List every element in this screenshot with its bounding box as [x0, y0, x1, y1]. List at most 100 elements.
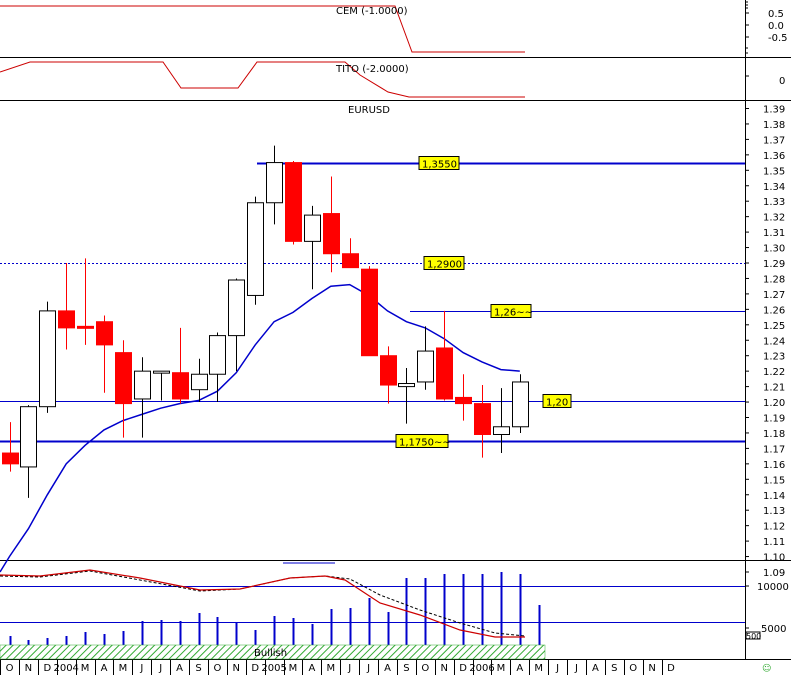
x-tick-label: M — [81, 663, 90, 674]
price-tick-label: 1.11 — [763, 537, 785, 548]
x-tick-label: D — [43, 663, 51, 674]
x-tick-label: A — [308, 663, 315, 674]
price-tick-label: 1.19 — [763, 414, 785, 425]
x-tick-label: A — [176, 663, 183, 674]
x-tick-label: M — [497, 663, 506, 674]
price-tick-label: 1.31 — [763, 228, 785, 239]
level-label: 1,20 — [546, 398, 568, 409]
price-tick-label: 1.32 — [763, 213, 785, 224]
candle-body — [153, 370, 170, 374]
x-tick-label: O — [421, 663, 429, 674]
x-tick-label: D — [667, 663, 675, 674]
volume-tick-label: 10000 — [757, 582, 789, 593]
price-tick-label: 1.33 — [763, 197, 785, 208]
price-tick-label: 1.24 — [763, 336, 785, 347]
candle-body — [304, 214, 321, 242]
oscillator-line — [0, 569, 525, 638]
x-tick-label: A — [384, 663, 391, 674]
x-tick-label: O — [629, 663, 637, 674]
x-tick-label: O — [6, 663, 14, 674]
x-tick-label: A — [592, 663, 599, 674]
price-tick-label: 1.36 — [763, 151, 785, 162]
price-tick-label: 1.34 — [763, 182, 785, 193]
volume-bars — [9, 572, 541, 645]
price-tick-label: 1.09 — [763, 568, 785, 579]
price-tick-label: 1.37 — [763, 135, 785, 146]
level-label-box — [490, 304, 532, 318]
level-label: 1,26~~ — [494, 308, 533, 319]
volume-sub-label: 500 — [746, 632, 761, 641]
price-tick-label: 1.26 — [763, 305, 785, 316]
price-tick-label: 1.28 — [763, 274, 785, 285]
price-tick-label: 1.27 — [763, 290, 785, 301]
price-tick-label: 1.30 — [763, 244, 785, 255]
price-tick-label: 1.10 — [763, 553, 785, 564]
cem-indicator-panel: CEM (-1.0000) 0.50.0-0.5 — [0, 1, 788, 54]
x-tick-label: N — [440, 663, 447, 674]
moving-average-line — [0, 283, 520, 573]
panel-frames — [0, 0, 791, 660]
price-tick-label: 1.25 — [763, 321, 785, 332]
level-label: 1,1750~~ — [399, 438, 451, 449]
price-tick-label: 1.35 — [763, 166, 785, 177]
price-tick-label: 1.18 — [763, 429, 785, 440]
tito-indicator-panel: TITO (-2.0000) 0 — [0, 61, 785, 98]
bullish-bar-fill — [0, 644, 546, 660]
candle-body — [2, 452, 19, 465]
x-tick-label: D — [459, 663, 467, 674]
price-tick-label: 1.12 — [763, 522, 785, 533]
x-tick-label: J — [366, 663, 370, 674]
price-panel: EURUSD 1,3550 1,2900 1,26~~ 1,20 1,1750~~ 1.… — [0, 105, 785, 579]
candle-body — [77, 325, 94, 329]
candle-body — [474, 403, 491, 435]
x-tick-label: M — [289, 663, 298, 674]
candle-body — [39, 310, 56, 408]
price-tick-label: 1.16 — [763, 460, 785, 471]
candles — [2, 145, 529, 498]
candle-body — [342, 253, 359, 269]
cem-tick-labels: 0.50.0-0.5 — [745, 1, 788, 54]
candle-body — [398, 383, 415, 388]
price-tick-label: 1.17 — [763, 444, 785, 455]
candle-body — [512, 381, 529, 428]
x-tick-label: 2004 — [53, 663, 78, 674]
volume-tick-labels: 10000 5000 — [745, 582, 789, 635]
oscillator-signal-line — [0, 570, 526, 637]
candle-body — [58, 310, 75, 329]
x-tick-label: M — [119, 663, 128, 674]
candle-body — [247, 202, 264, 296]
cem-tick-label: 0.5 — [768, 9, 784, 20]
candle-body — [134, 370, 151, 400]
bullish-bar: Bullish — [0, 644, 546, 660]
candle-body — [380, 355, 397, 386]
lower-indicator-panel: 10000 5000 500 — [0, 562, 789, 645]
candle-body — [209, 335, 226, 375]
candle-body — [417, 350, 434, 383]
x-tick-label: A — [516, 663, 523, 674]
x-tick-label: S — [611, 663, 617, 674]
price-tick-label: 1.23 — [763, 352, 785, 363]
price-tick-label: 1.29 — [763, 259, 785, 270]
x-tick-label: N — [233, 663, 240, 674]
level-labels: 1,3550 1,2900 1,26~~ 1,20 1,1750~~ — [395, 156, 572, 449]
status-icon: ☺ — [762, 663, 771, 674]
price-tick-labels: 1.39 1.38 1.37 1.36 1.35 1.34 1.33 1.32 1.31 1.30… — [745, 105, 785, 579]
candle-body — [228, 279, 245, 337]
candle-body — [96, 321, 113, 346]
horizontal-levels — [0, 162, 745, 443]
volume-tick-label: 5000 — [761, 624, 786, 635]
tito-line — [0, 61, 525, 98]
x-tick-label: 2005 — [261, 663, 286, 674]
candle-body — [285, 162, 302, 242]
candle-body — [455, 396, 472, 405]
x-tick-label: A — [101, 663, 108, 674]
level-label-box — [418, 156, 460, 170]
x-tick-label: N — [25, 663, 32, 674]
bullish-label: Bullish — [254, 648, 287, 659]
volume-level-lines — [0, 586, 745, 623]
cem-line — [0, 5, 525, 53]
candle-body — [115, 352, 132, 405]
price-tick-label: 1.21 — [763, 383, 785, 394]
candle-body — [191, 373, 208, 391]
